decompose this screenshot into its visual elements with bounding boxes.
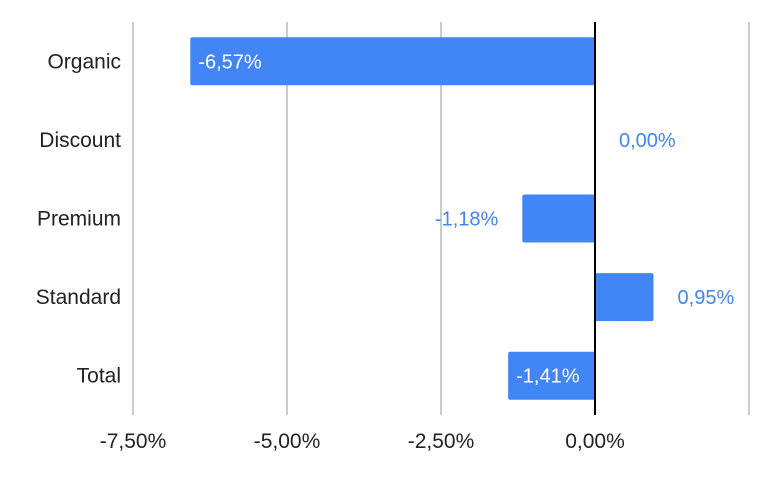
bar-premium	[522, 194, 595, 243]
data-label: -1,18%	[435, 209, 499, 231]
gridlines	[132, 22, 750, 415]
x-tick-label: -2,50%	[408, 430, 475, 453]
category-label: Organic	[47, 50, 121, 73]
data-labels: -6,57% 0,00% -1,18% 0,95% -1,41%	[198, 51, 734, 387]
category-label: Premium	[37, 208, 121, 231]
bar-organic	[190, 37, 595, 86]
category-labels: Organic Discount Premium Standard Total	[36, 50, 121, 387]
bar-standard	[595, 273, 654, 322]
data-label: 0,95%	[678, 287, 735, 309]
data-label: -6,57%	[198, 51, 262, 73]
bar-total	[508, 351, 595, 400]
data-label: -1,41%	[516, 366, 580, 388]
x-tick-label: -7,50%	[100, 430, 167, 453]
category-label: Total	[77, 365, 121, 388]
x-tick-label: -5,00%	[254, 430, 321, 453]
data-label: 0,00%	[619, 130, 676, 152]
category-label: Discount	[39, 129, 121, 152]
x-tick-label: 0,00%	[565, 430, 625, 453]
x-tick-labels: -7,50% -5,00% -2,50% 0,00%	[100, 430, 625, 453]
category-label: Standard	[36, 286, 121, 309]
bars	[190, 37, 654, 400]
